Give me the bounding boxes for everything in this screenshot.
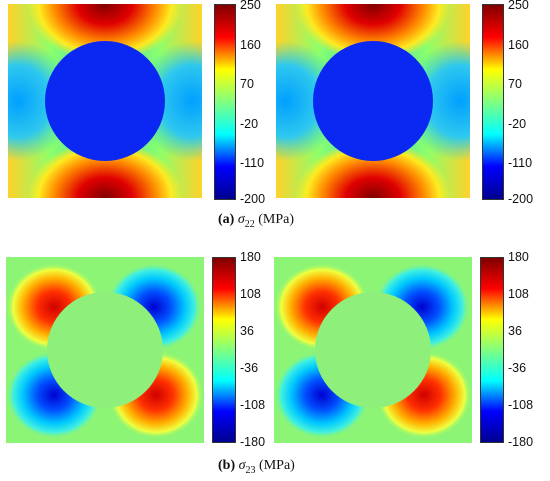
sigma22-left-tick: -200 [240,192,266,206]
caption-b-unit: (MPa) [259,458,295,473]
sigma23-left-tick: -108 [240,398,266,412]
caption-a-unit: (MPa) [258,212,295,227]
sigma22-right-tick: 160 [508,38,529,52]
caption-a-subscript: 22 [244,218,255,230]
sigma23-left-tick: -36 [240,361,259,375]
caption-a: (a) σ22 (MPa) [218,212,295,230]
sigma23-left-tick: 108 [240,287,261,301]
sigma22-left-tick: 250 [240,0,261,12]
sigma23-right-plot [274,257,472,443]
sigma23-right-tick: 180 [508,250,529,264]
sigma22-left-plot [8,4,202,198]
sigma22-right-tick: 250 [508,0,529,12]
sigma22-right-tick: -110 [508,156,533,170]
caption-b: (b) σ23 (MPa) [218,458,295,476]
sigma22-left-colorbar [214,4,236,200]
sigma23-right-tick: 108 [508,287,529,301]
sigma23-right-tick: -180 [508,435,534,449]
sigma23-right-tick: -36 [508,361,527,375]
sigma22-right-plot [276,4,470,198]
sigma23-left-colorbar [212,257,236,443]
sigma23-right-tick: 36 [508,324,522,338]
sigma23-right-tick: -108 [508,398,534,412]
caption-b-label: b [222,458,231,473]
caption-b-subscript: 23 [245,464,256,476]
sigma22-left-tick: -110 [240,156,265,170]
sigma22-right-tick: -200 [508,192,534,206]
sigma23-left-tick: 36 [240,324,254,338]
sigma22-left-tick: 160 [240,38,261,52]
sigma22-left-tick: 70 [240,77,254,91]
caption-a-label: a [222,212,230,227]
sigma23-left-tick: -180 [240,435,266,449]
caption-a-symbol: σ [237,212,245,227]
sigma23-right-colorbar [480,257,504,443]
sigma23-left-plot [6,257,204,443]
sigma22-right-colorbar [482,4,504,200]
caption-b-symbol: σ [238,458,246,473]
sigma23-left-tick: 180 [240,250,261,264]
sigma22-left-tick: -20 [240,117,259,131]
sigma22-right-tick: -20 [508,117,527,131]
sigma22-right-tick: 70 [508,77,522,91]
